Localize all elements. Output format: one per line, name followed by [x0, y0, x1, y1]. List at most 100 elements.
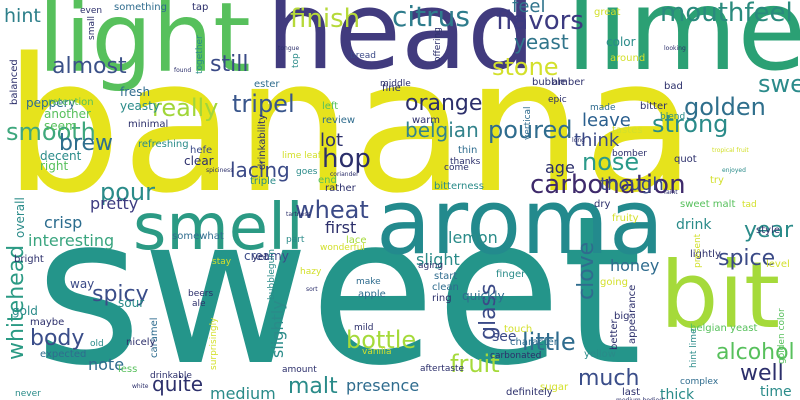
word-yeasty: yeasty [120, 99, 160, 113]
word-tartness: tartness [286, 211, 311, 218]
word-feel: feel [512, 0, 546, 17]
word-warm: warm [412, 115, 440, 126]
word-pretty: pretty [90, 194, 139, 213]
word-fruit: fruit [450, 350, 500, 378]
word-left: left [322, 101, 339, 112]
word-apple: apple [358, 289, 386, 300]
word-spiciness: spiciness [206, 167, 234, 174]
word-right: right [40, 159, 69, 173]
word-level: level [766, 259, 790, 270]
word-bottle: bottle [346, 326, 417, 354]
word-hint-lime: hint lime [689, 328, 699, 368]
word-ring: ring [432, 293, 452, 304]
word-peppery: peppery [26, 96, 76, 110]
word-mild: mild [354, 323, 374, 333]
word-triple: triple [250, 176, 277, 187]
word-refreshing: refreshing [138, 139, 189, 150]
word-way: way [70, 277, 95, 291]
word-fine: fine [382, 83, 401, 94]
word-fresh: fresh [120, 85, 151, 99]
word-fruity: fruity [612, 213, 639, 224]
word-body: body [30, 326, 85, 351]
word-tap: tap [192, 2, 209, 13]
word-better: better [609, 319, 620, 350]
word-aftertaste: aftertaste [420, 364, 465, 374]
word-poured: poured [488, 116, 573, 144]
word-bomber: bomber [612, 149, 647, 159]
word-clean: clean [432, 282, 459, 293]
word-part: part [286, 235, 305, 245]
word-belgian-yeast: belgian yeast [690, 323, 758, 334]
word-tad: tad [742, 200, 757, 210]
word-come: come [444, 163, 469, 173]
word-sweet-malt: sweet malt [680, 199, 736, 210]
word-head: head [266, 0, 536, 94]
word-made: made [590, 103, 616, 113]
word-first: first [325, 218, 357, 237]
word-even: even [80, 6, 103, 16]
word-drinkability: drinkability [257, 114, 268, 170]
word-finish: finish [290, 4, 361, 34]
word-color: color [606, 35, 636, 49]
word-golden-color: golden color [777, 308, 787, 364]
word-try: try [710, 175, 724, 186]
word-expected: expected [40, 349, 87, 360]
word-lemon: lemon [448, 228, 498, 247]
word-much: much [578, 366, 640, 391]
word-last: last [622, 387, 641, 398]
word-really: really [152, 94, 219, 122]
word-hop: hop [322, 144, 371, 174]
word-malt: malt [288, 374, 338, 399]
word-mouthfeel: mouthfeel [660, 0, 793, 28]
word-old: old [90, 339, 104, 349]
word-bright: bright [14, 254, 44, 265]
word-little: little [522, 328, 576, 356]
word-citrus: citrus [392, 0, 470, 33]
word-slightly: slightly [268, 300, 287, 358]
word-though: though [600, 174, 664, 195]
word-review: review [322, 115, 356, 126]
word-strong: strong [652, 110, 729, 138]
word-belgian: belgian [405, 118, 479, 142]
word-found: found [174, 67, 192, 74]
word-lime: lime [566, 0, 800, 96]
word-alcohol: alcohol [716, 340, 795, 365]
word-ester: ester [254, 79, 280, 90]
word-medium: medium [210, 384, 276, 400]
word-well: well [740, 361, 784, 386]
word-looking: looking [664, 45, 686, 52]
word-carbonated: carbonated [490, 351, 542, 361]
word-hefe: hefe [190, 145, 213, 156]
word-rather: rather [325, 183, 356, 194]
word-start: start [434, 271, 458, 282]
word-bitter: bitter [640, 101, 668, 112]
word-sort: sort [306, 286, 318, 293]
word-bubble: bubble [532, 77, 567, 88]
word-lot: lot [320, 130, 344, 151]
word-brew: brew [59, 131, 114, 156]
word-offering: offering [433, 27, 443, 62]
word-around: around [610, 53, 646, 64]
word-spice: spice [718, 246, 776, 271]
word-tropical-fruit: tropical fruit [712, 147, 749, 154]
word-stay: stay [212, 257, 232, 267]
word-nicely: nicely [126, 337, 156, 348]
word-balanced: balanced [9, 59, 20, 105]
word-drinkable: drinkable [150, 371, 192, 381]
word-minimal: minimal [128, 119, 169, 130]
word-present: present [693, 233, 703, 268]
word-quot: quot [674, 154, 697, 165]
word-overall: overall [13, 197, 27, 238]
word-goes: goes [296, 167, 318, 177]
word-year: year [744, 218, 794, 243]
word-going: going [600, 277, 628, 288]
word-dry: dry [594, 199, 611, 210]
word-golden: golden [684, 93, 766, 121]
word-lime-leaf: lime leaf [282, 151, 321, 161]
word-bad: bad [664, 81, 683, 92]
word-see: see [492, 329, 517, 345]
word-retention: retention [48, 97, 94, 108]
word-tastes: tastes [612, 125, 643, 136]
word-lightly: lightly [690, 249, 721, 260]
word-tongue: tongue [278, 45, 300, 52]
